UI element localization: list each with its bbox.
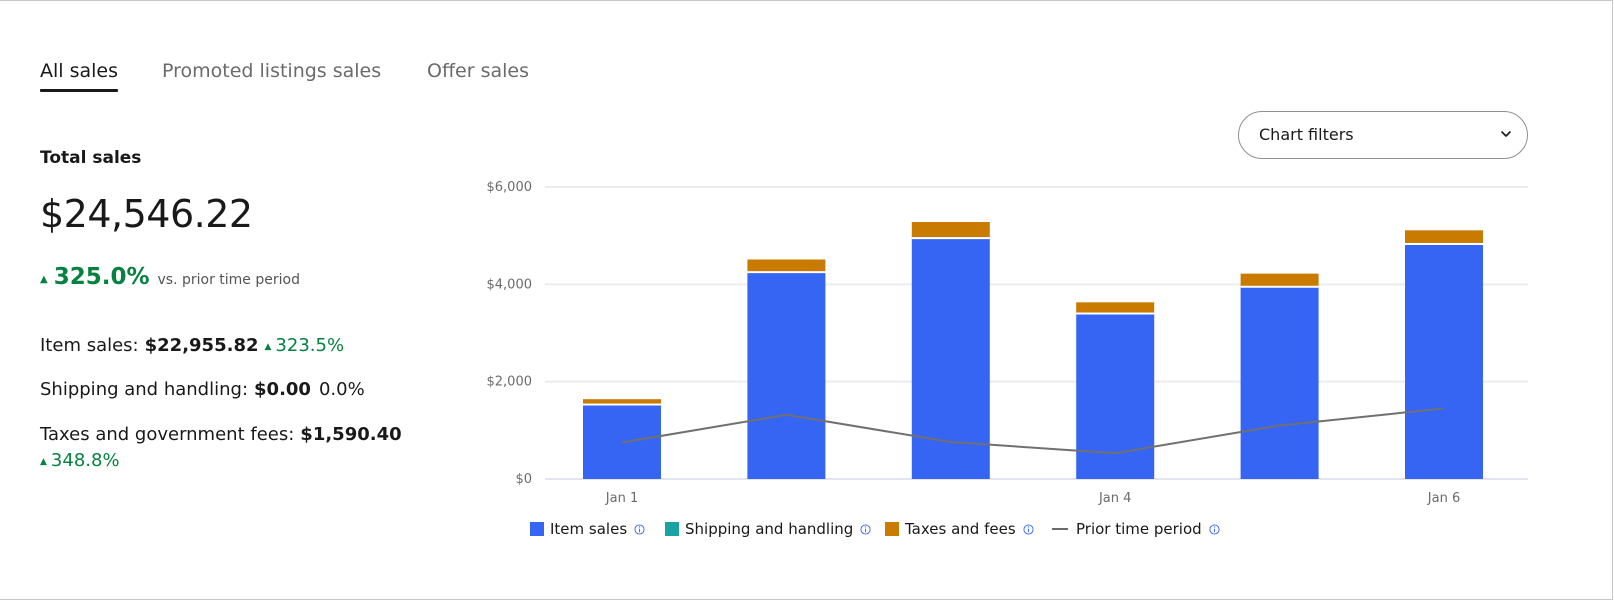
tab-promoted-listings-sales[interactable]: Promoted listings sales	[162, 60, 382, 82]
sales-chart: $0 $2,000 $4,000 $6,000 Jan 1 Jan 4 Jan 6	[487, 180, 1528, 506]
taxes-swatch	[885, 522, 899, 536]
y-tick-label: $6,000	[487, 180, 533, 195]
shipping-swatch	[665, 522, 679, 536]
taxes-change: ▲ 348.8%	[40, 450, 120, 471]
legend-label: Taxes and fees	[905, 520, 1016, 538]
item-sales-swatch	[530, 522, 544, 536]
taxes-change-value: 348.8%	[50, 450, 120, 471]
bar-taxes-fees	[1405, 230, 1483, 243]
taxes-metric: Taxes and government fees: $1,590.40	[40, 424, 402, 445]
y-tick-label: $2,000	[487, 375, 533, 390]
shipping-label: Shipping and handling:	[40, 379, 249, 400]
info-icon[interactable]	[860, 523, 871, 535]
x-tick-label: Jan 6	[1427, 491, 1460, 506]
total-sales-value: $24,546.22	[40, 192, 253, 236]
legend-prior-time-period[interactable]: Prior time period	[1052, 520, 1220, 538]
x-tick-label: Jan 1	[605, 491, 638, 506]
shipping-metric: Shipping and handling: $0.00 0.0%	[40, 379, 365, 400]
vs-prior-text: vs. prior time period	[157, 272, 300, 288]
legend-item-sales[interactable]: Item sales	[530, 520, 645, 538]
info-icon[interactable]	[634, 523, 645, 535]
taxes-label: Taxes and government fees:	[40, 424, 295, 445]
chevron-down-icon	[1501, 131, 1511, 137]
bar-item-sales	[911, 238, 990, 479]
total-change-percent: 325.0%	[53, 264, 150, 290]
bar-taxes-fees	[1240, 273, 1319, 286]
info-icon[interactable]	[1023, 523, 1034, 535]
up-arrow-icon: ▲	[40, 274, 48, 285]
bar-item-sales	[747, 272, 826, 479]
legend-label: Item sales	[550, 520, 628, 538]
shipping-change: 0.0%	[318, 379, 365, 400]
bar-item-sales	[1240, 286, 1319, 479]
legend-taxes-fees[interactable]: Taxes and fees	[885, 520, 1034, 538]
up-arrow-icon: ▲	[264, 342, 272, 352]
item-sales-metric: Item sales: $22,955.82 ▲ 323.5%	[40, 335, 344, 356]
y-tick-label: $4,000	[487, 277, 533, 292]
bar-taxes-fees	[1076, 302, 1155, 313]
x-tick-label: Jan 4	[1098, 491, 1131, 506]
bar-taxes-fees	[911, 222, 990, 238]
bar-taxes-fees	[583, 399, 661, 404]
chart-filters-label: Chart filters	[1259, 125, 1354, 144]
legend-shipping-handling[interactable]: Shipping and handling	[665, 520, 871, 538]
bar-item-sales	[1405, 243, 1483, 479]
item-sales-change: 323.5%	[275, 335, 345, 356]
item-sales-value: $22,955.82	[144, 335, 259, 356]
tab-all-sales[interactable]: All sales	[40, 60, 119, 92]
legend-label: Prior time period	[1076, 520, 1202, 538]
taxes-value: $1,590.40	[300, 424, 402, 445]
sales-summary: Total sales $24,546.22 ▲ 325.0% vs. prio…	[40, 148, 480, 471]
up-arrow-icon: ▲	[40, 457, 47, 467]
tab-offer-sales[interactable]: Offer sales	[427, 60, 529, 82]
y-tick-label: $0	[515, 472, 532, 487]
legend-label: Shipping and handling	[685, 520, 854, 538]
total-sales-change: ▲ 325.0% vs. prior time period	[40, 264, 300, 290]
chart-filters-dropdown[interactable]: Chart filters	[1238, 111, 1528, 159]
prior-period-line	[621, 407, 1445, 455]
shipping-value: $0.00	[254, 379, 311, 400]
prior-line-swatch	[1052, 528, 1068, 530]
bar-taxes-fees	[747, 259, 826, 272]
item-sales-label: Item sales:	[40, 335, 139, 356]
info-icon[interactable]	[1209, 523, 1220, 535]
total-sales-label: Total sales	[40, 148, 142, 168]
